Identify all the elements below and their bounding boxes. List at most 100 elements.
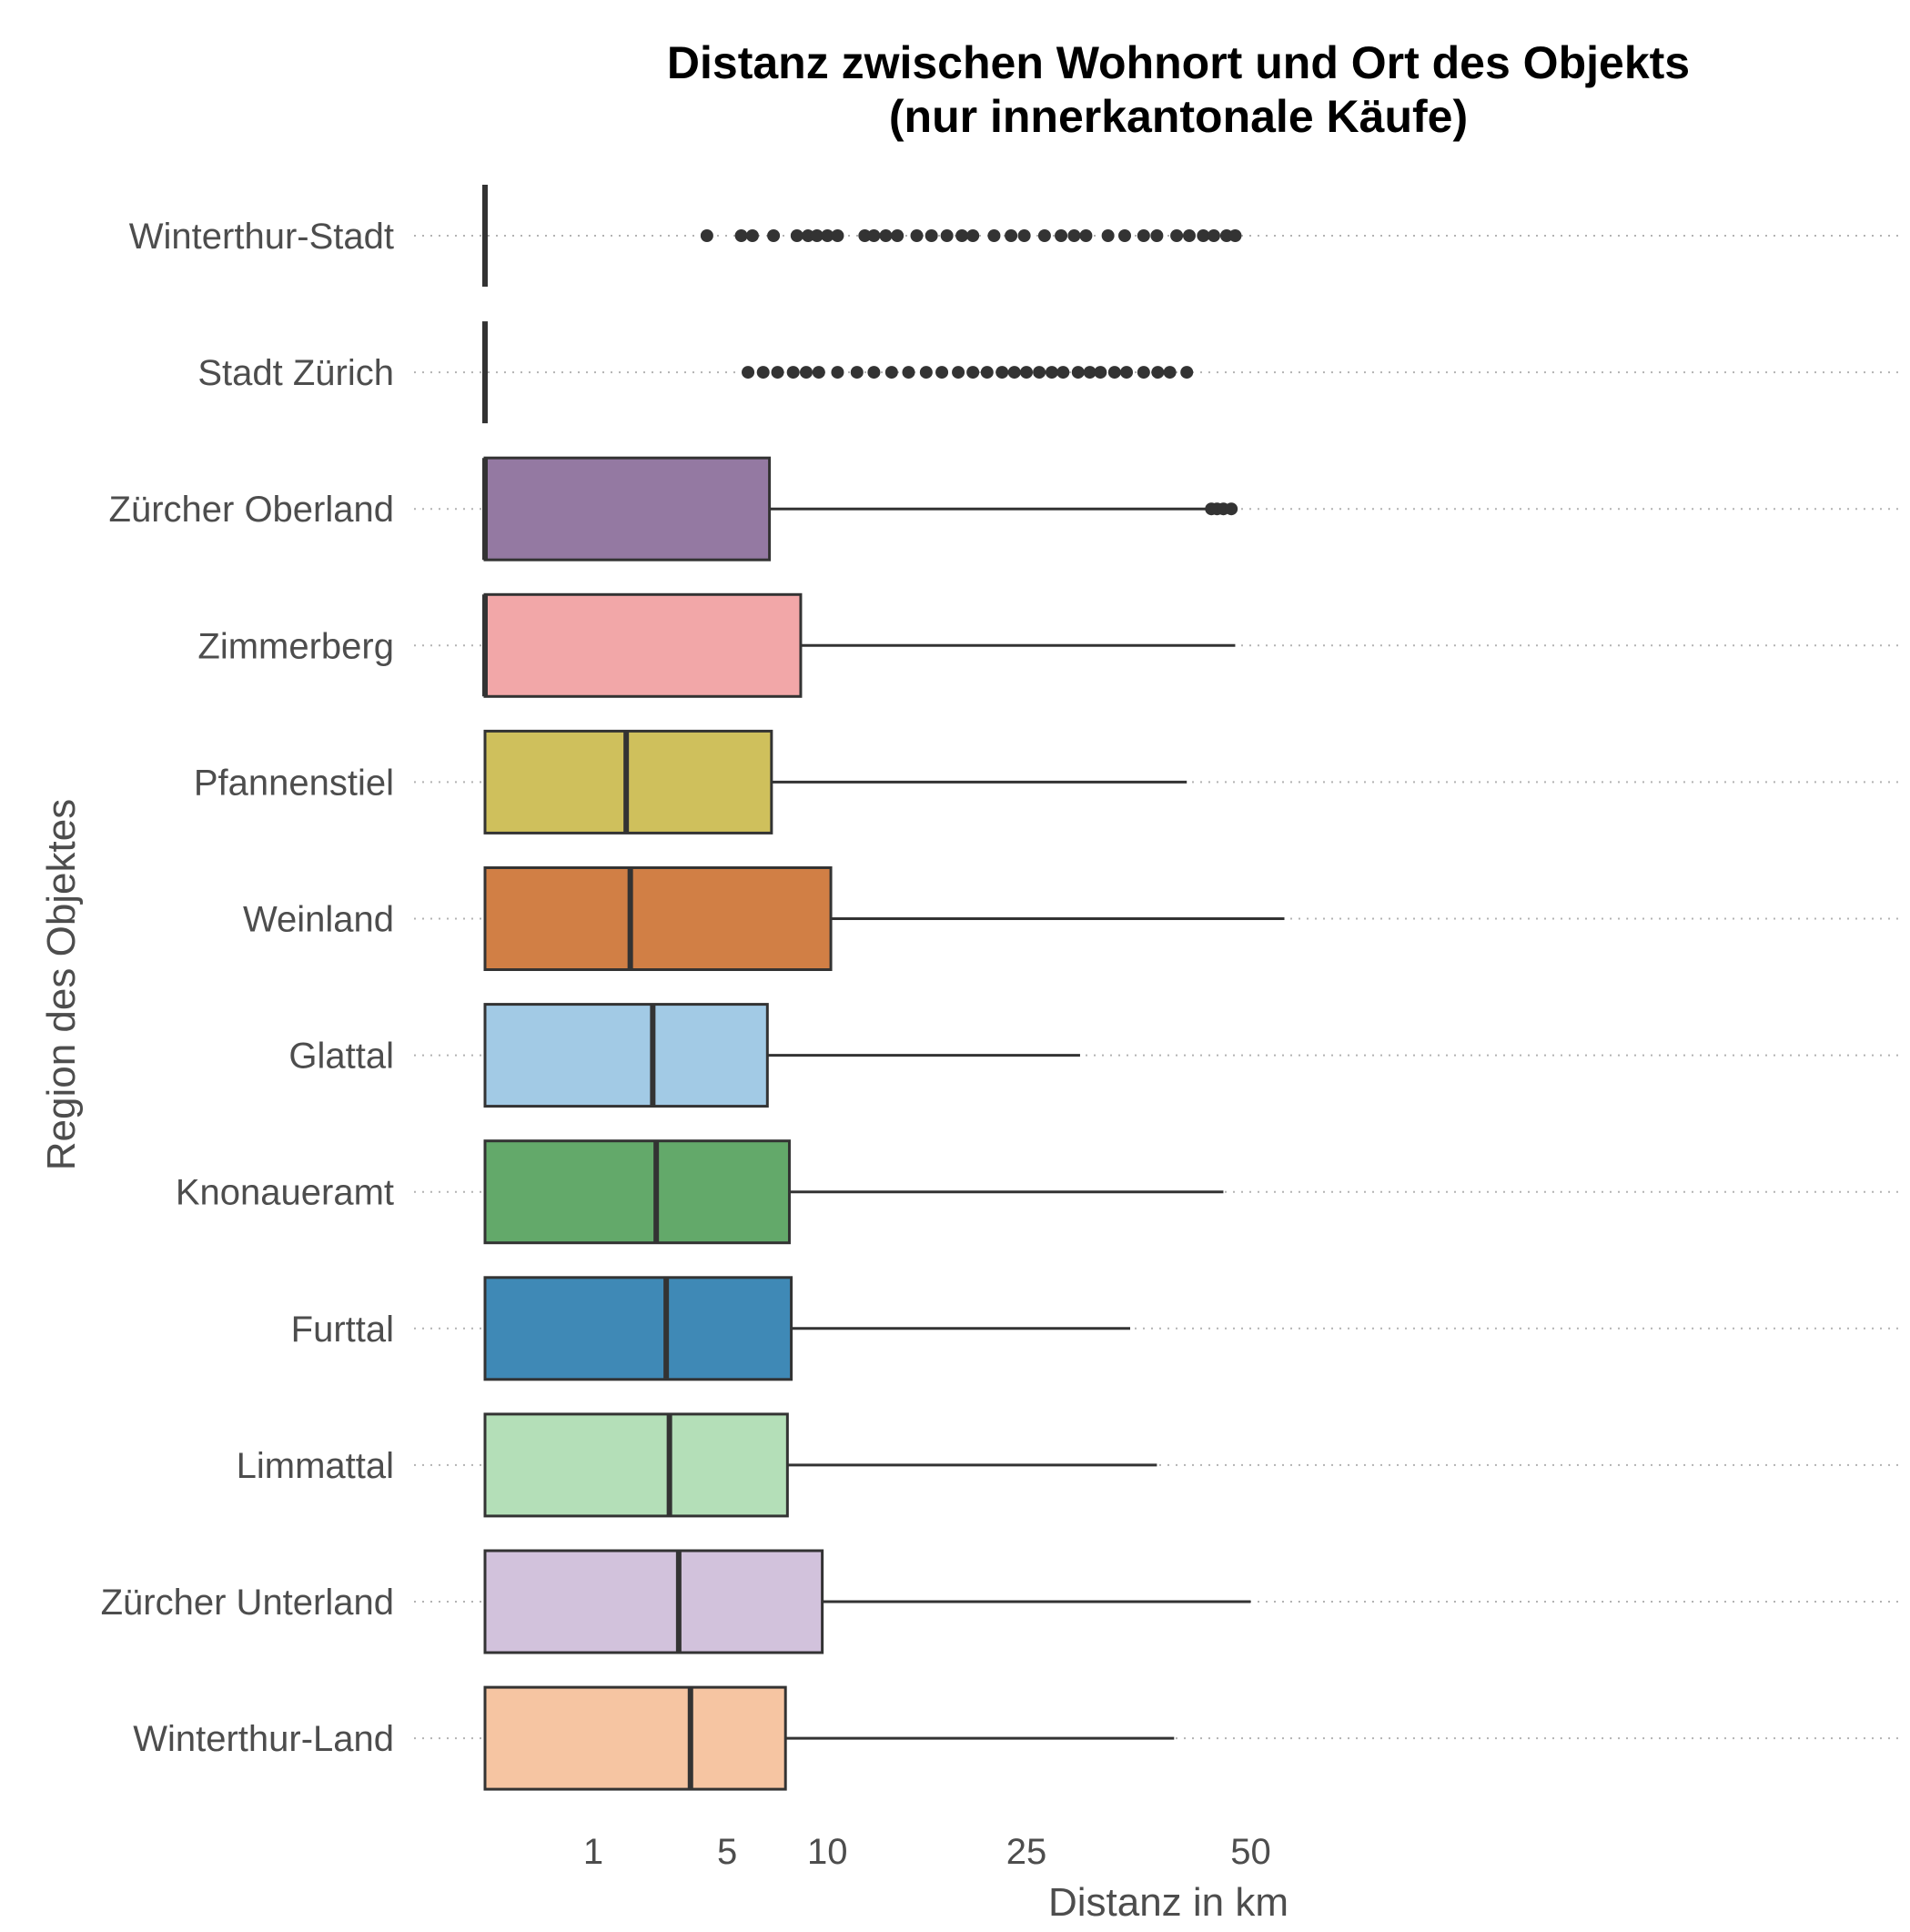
- iqr-box-z-rcher-oberland: [483, 456, 772, 561]
- box-zimmerberg: [482, 592, 1236, 698]
- outlier-winterthur-stadt-17: [966, 229, 980, 242]
- outlier-stadt-z-rich-2: [771, 366, 784, 379]
- outlier-winterthur-stadt-15: [940, 229, 954, 242]
- outlier-stadt-z-rich-13: [952, 366, 965, 379]
- category-label-stadt-z-rich: Stadt Zürich: [197, 353, 394, 393]
- category-label-zimmerberg: Zimmerberg: [197, 626, 394, 666]
- outlier-winterthur-stadt-20: [1017, 229, 1031, 242]
- outlier-stadt-z-rich-28: [1151, 366, 1165, 379]
- outlier-winterthur-stadt-2: [745, 229, 759, 242]
- outlier-winterthur-stadt-9: [858, 229, 872, 242]
- outlier-stadt-z-rich-16: [995, 366, 1009, 379]
- outlier-stadt-z-rich-20: [1045, 366, 1058, 379]
- outlier-winterthur-stadt-13: [910, 229, 924, 242]
- iqr-box-z-rcher-unterland: [483, 1549, 824, 1654]
- outlier-stadt-z-rich-5: [812, 366, 825, 379]
- outlier-winterthur-stadt-30: [1182, 229, 1196, 242]
- box-furttal: [483, 1276, 1131, 1381]
- outlier-stadt-z-rich-14: [966, 366, 980, 379]
- outlier-winterthur-stadt-16: [955, 229, 969, 242]
- iqr-box-furttal: [483, 1276, 793, 1381]
- x-tick-10: 10: [807, 1832, 848, 1872]
- outlier-stadt-z-rich-11: [919, 366, 933, 379]
- box-winterthur-land: [483, 1685, 1175, 1791]
- iqr-box-glattal: [483, 1003, 769, 1108]
- category-label-winterthur-stadt: Winterthur-Stadt: [129, 217, 394, 257]
- box-stadt-z-rich: [482, 321, 1194, 424]
- outlier-stadt-z-rich-7: [850, 366, 864, 379]
- category-label-z-rcher-unterland: Zürcher Unterland: [101, 1583, 394, 1623]
- outlier-winterthur-stadt-18: [987, 229, 1001, 242]
- outlier-stadt-z-rich-0: [742, 366, 755, 379]
- y-axis-title: Region des Objektes: [39, 799, 84, 1170]
- outlier-stadt-z-rich-12: [935, 366, 949, 379]
- outlier-stadt-z-rich-8: [867, 366, 881, 379]
- outlier-winterthur-stadt-31: [1197, 229, 1210, 242]
- outlier-stadt-z-rich-3: [786, 366, 800, 379]
- outlier-winterthur-stadt-24: [1079, 229, 1093, 242]
- box-knonaueramt: [483, 1139, 1224, 1245]
- outlier-winterthur-stadt-10: [867, 229, 881, 242]
- box-z-rcher-oberland: [482, 456, 1238, 561]
- iqr-box-weinland: [483, 866, 833, 971]
- category-label-glattal: Glattal: [288, 1037, 394, 1077]
- outlier-stadt-z-rich-30: [1180, 366, 1194, 379]
- outlier-winterthur-stadt-11: [879, 229, 893, 242]
- outlier-winterthur-stadt-3: [767, 229, 781, 242]
- outlier-stadt-z-rich-26: [1120, 366, 1134, 379]
- outlier-winterthur-stadt-21: [1037, 229, 1051, 242]
- box-winterthur-stadt: [482, 185, 1242, 287]
- outlier-winterthur-stadt-1: [734, 229, 748, 242]
- box-z-rcher-unterland: [483, 1549, 1251, 1654]
- category-label-limmattal: Limmattal: [237, 1446, 394, 1486]
- outlier-winterthur-stadt-12: [891, 229, 904, 242]
- outlier-winterthur-stadt-22: [1055, 229, 1068, 242]
- outlier-stadt-z-rich-27: [1137, 366, 1150, 379]
- box-pfannenstiel: [483, 729, 1187, 835]
- outlier-winterthur-stadt-25: [1101, 229, 1115, 242]
- outlier-z-rcher-oberland-3: [1225, 502, 1238, 516]
- category-labels: Winterthur-Stadt Stadt Zürich Zürcher Ober…: [101, 217, 394, 1759]
- iqr-box-knonaueramt: [483, 1139, 791, 1245]
- outlier-stadt-z-rich-15: [980, 366, 994, 379]
- x-tick-50: 50: [1230, 1832, 1271, 1872]
- outlier-stadt-z-rich-18: [1020, 366, 1033, 379]
- outlier-winterthur-stadt-26: [1118, 229, 1132, 242]
- outlier-stadt-z-rich-22: [1071, 366, 1085, 379]
- box-limmattal: [483, 1412, 1157, 1518]
- iqr-box-zimmerberg: [483, 592, 803, 698]
- x-tick-5: 5: [717, 1832, 737, 1872]
- x-axis-title: Distanz in km: [1048, 1880, 1288, 1925]
- outlier-winterthur-stadt-8: [831, 229, 844, 242]
- category-label-z-rcher-oberland: Zürcher Oberland: [109, 490, 394, 530]
- outlier-stadt-z-rich-23: [1083, 366, 1096, 379]
- category-label-weinland: Weinland: [243, 900, 394, 940]
- outlier-stadt-z-rich-1: [756, 366, 770, 379]
- outlier-winterthur-stadt-7: [821, 229, 834, 242]
- outlier-stadt-z-rich-10: [902, 366, 915, 379]
- outlier-winterthur-stadt-23: [1067, 229, 1081, 242]
- outlier-stadt-z-rich-4: [800, 366, 814, 379]
- outlier-winterthur-stadt-19: [1005, 229, 1018, 242]
- category-label-knonaueramt: Knonaueramt: [176, 1173, 394, 1213]
- outlier-stadt-z-rich-9: [884, 366, 898, 379]
- iqr-box-winterthur-land: [483, 1685, 787, 1791]
- outlier-winterthur-stadt-4: [790, 229, 803, 242]
- x-tick-labels: 1 5 10 25 50: [583, 1832, 1271, 1872]
- x-tick-25: 25: [1006, 1832, 1047, 1872]
- outlier-winterthur-stadt-6: [810, 229, 824, 242]
- outlier-winterthur-stadt-34: [1228, 229, 1242, 242]
- box-layer: [482, 185, 1285, 1791]
- outlier-stadt-z-rich-29: [1163, 366, 1177, 379]
- category-label-pfannenstiel: Pfannenstiel: [194, 763, 394, 803]
- box-glattal: [483, 1003, 1080, 1108]
- chart-subtitle: (nur innerkantonale Käufe): [889, 91, 1468, 142]
- outlier-winterthur-stadt-5: [802, 229, 815, 242]
- outlier-stadt-z-rich-19: [1033, 366, 1046, 379]
- outlier-stadt-z-rich-25: [1107, 366, 1121, 379]
- x-tick-1: 1: [583, 1832, 603, 1872]
- outlier-winterthur-stadt-14: [925, 229, 938, 242]
- outlier-winterthur-stadt-32: [1207, 229, 1220, 242]
- outlier-stadt-z-rich-24: [1094, 366, 1107, 379]
